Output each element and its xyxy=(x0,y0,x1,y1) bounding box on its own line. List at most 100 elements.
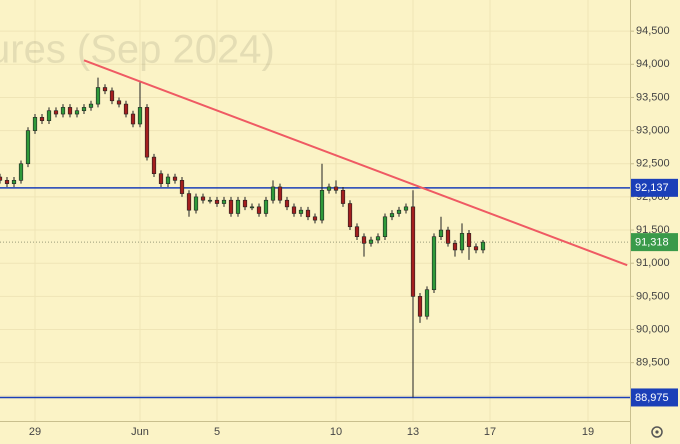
plot-area: ures (Sep 2024) xyxy=(0,0,630,421)
candle-body xyxy=(39,117,45,121)
candle-body xyxy=(410,206,416,297)
candle-body xyxy=(81,107,87,112)
x-tick-label: 17 xyxy=(484,426,496,438)
candle-body xyxy=(382,216,388,237)
candle-body xyxy=(466,233,472,247)
x-tick-label: 10 xyxy=(330,426,342,438)
candle-body xyxy=(158,173,164,184)
candle-body xyxy=(235,199,241,214)
candle-body xyxy=(109,90,115,102)
candle-body xyxy=(46,110,52,121)
candle-body xyxy=(221,199,227,204)
candle-body xyxy=(172,176,178,181)
settings-gear[interactable] xyxy=(651,426,663,438)
candle-body xyxy=(256,206,262,214)
candle-body xyxy=(123,103,129,115)
candle-body xyxy=(151,156,157,175)
candle-body xyxy=(326,186,332,191)
candle-body xyxy=(4,180,10,184)
candle-body xyxy=(60,107,66,115)
candle-body xyxy=(319,189,325,221)
y-tick-label: 92,500 xyxy=(636,158,670,170)
candle-body xyxy=(452,243,458,251)
candle-body xyxy=(88,103,94,108)
candle-body xyxy=(389,213,395,218)
price-tag xyxy=(631,178,678,197)
candle-body xyxy=(242,199,248,208)
candle-body xyxy=(417,296,423,317)
watermark: ures (Sep 2024) xyxy=(0,28,275,72)
trend-line xyxy=(83,59,628,267)
candle-body xyxy=(53,110,59,115)
candle-body xyxy=(424,289,430,317)
candle-body xyxy=(74,110,80,115)
x-tick-label: 5 xyxy=(214,426,220,438)
y-tick-label: 89,500 xyxy=(636,357,670,369)
settings-center[interactable] xyxy=(655,430,659,434)
candle-body xyxy=(179,180,185,194)
candle-body xyxy=(165,176,171,184)
candle-body xyxy=(396,209,402,214)
candle-body xyxy=(137,107,143,125)
y-tick-label: 94,000 xyxy=(636,58,670,70)
price-tag xyxy=(631,233,678,252)
y-tick-label: 91,000 xyxy=(636,257,670,269)
candle-body xyxy=(403,206,409,211)
y-tick-label: 91,500 xyxy=(636,224,670,236)
candle-body xyxy=(18,163,24,181)
candle-body xyxy=(228,199,234,214)
candle-body xyxy=(249,206,255,209)
candle-body xyxy=(67,107,73,115)
candle-body xyxy=(25,130,31,165)
candle-body xyxy=(207,199,213,202)
axes: 89,00089,50090,00090,50091,00091,50092,0… xyxy=(29,25,678,438)
candle-body xyxy=(340,189,346,204)
candle-body xyxy=(95,87,101,105)
candle-body xyxy=(445,229,451,244)
price-tag xyxy=(631,388,678,407)
candle-body xyxy=(11,180,17,184)
settings-icon[interactable] xyxy=(651,426,663,438)
x-tick-label: 29 xyxy=(29,426,41,438)
candle-body xyxy=(347,203,353,228)
candle-body xyxy=(193,196,199,211)
candle-body xyxy=(102,87,108,92)
price-tag-label: 92,137 xyxy=(635,182,669,194)
x-tick-label: Jun xyxy=(131,426,149,438)
candle-body xyxy=(186,193,192,211)
price-tag-label: 91,318 xyxy=(635,237,669,249)
y-tick-label: 90,000 xyxy=(636,323,670,335)
y-tick-label: 94,500 xyxy=(636,25,670,37)
y-tick-label: 93,000 xyxy=(636,125,670,137)
candle-body xyxy=(473,246,479,251)
candle-body xyxy=(438,229,444,237)
candle-body xyxy=(263,199,269,214)
x-tick-label: 19 xyxy=(582,426,594,438)
candle-body xyxy=(431,236,437,291)
price-tag-label: 88,975 xyxy=(635,392,669,404)
candle-body xyxy=(305,209,311,218)
candle-body xyxy=(270,186,276,201)
candle-body xyxy=(312,216,318,221)
candle-body xyxy=(214,199,220,204)
candle-body xyxy=(298,209,304,214)
candle-body xyxy=(354,226,360,237)
candle-body xyxy=(333,186,339,191)
candle-body xyxy=(130,113,136,125)
y-tick-label: 90,500 xyxy=(636,290,670,302)
candle-body xyxy=(459,233,465,251)
candle-body xyxy=(32,117,38,131)
candle-body xyxy=(291,206,297,214)
candle-body xyxy=(277,186,283,201)
candle-body xyxy=(375,236,381,241)
candle-body xyxy=(368,239,374,244)
candle-body xyxy=(144,107,150,158)
candle-body xyxy=(361,236,367,244)
candle-body xyxy=(284,199,290,208)
candle-body xyxy=(480,241,486,251)
candle-body xyxy=(116,100,122,105)
candle-body xyxy=(0,176,3,181)
